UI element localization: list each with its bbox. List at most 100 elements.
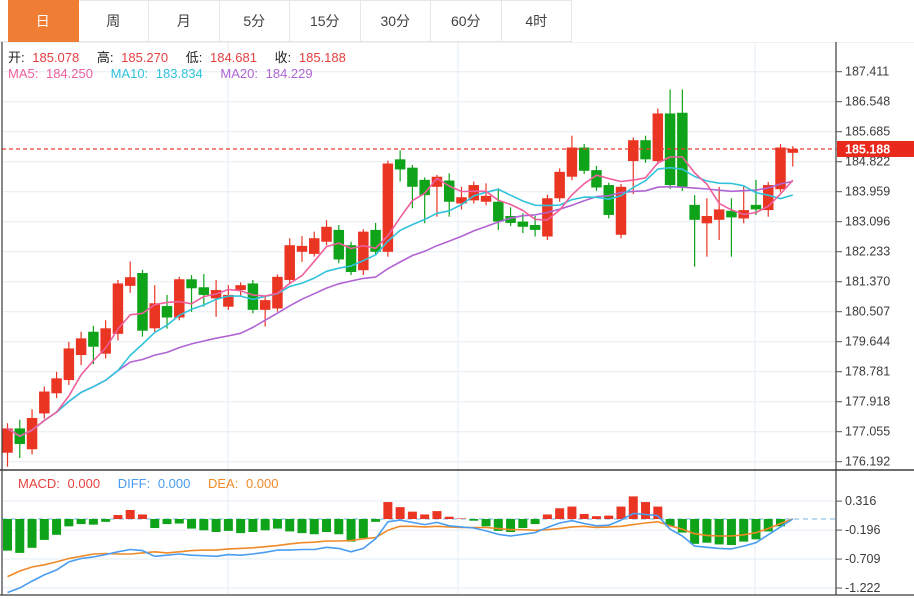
axis-tick-label: 185.685 bbox=[845, 125, 890, 139]
ma20-label: MA20: bbox=[220, 66, 258, 81]
candle-body bbox=[542, 198, 553, 237]
ma-legend-row: MA5: 184.250 MA10: 183.834 MA20: 184.229 bbox=[8, 66, 317, 81]
axis-tick-label: 177.918 bbox=[845, 395, 890, 409]
tab-timeframe-4[interactable]: 5分 bbox=[219, 0, 290, 42]
candle-body bbox=[407, 167, 418, 187]
macd-bar bbox=[260, 519, 270, 531]
candle-body bbox=[480, 195, 492, 202]
ma10-value: 183.834 bbox=[155, 66, 203, 81]
macd-bar bbox=[518, 519, 528, 529]
tab-timeframe-8[interactable]: 4时 bbox=[501, 0, 572, 42]
macd-bar bbox=[530, 519, 540, 525]
candle-body bbox=[235, 285, 246, 291]
candle-body bbox=[615, 186, 627, 235]
macd-bar bbox=[395, 507, 405, 519]
ma-lines-layer bbox=[7, 156, 794, 437]
candle-body bbox=[174, 279, 185, 318]
candle-body bbox=[284, 245, 295, 280]
macd-bar bbox=[481, 519, 491, 527]
macd-bar bbox=[579, 513, 589, 519]
tab-timeframe-2[interactable]: 周 bbox=[78, 0, 149, 42]
axis-tick-label: 183.959 bbox=[845, 185, 890, 199]
diff-line bbox=[7, 512, 794, 594]
macd-bar bbox=[223, 519, 233, 531]
ma5-label: MA5: bbox=[8, 66, 39, 81]
ma20-line bbox=[7, 180, 793, 437]
candle-body bbox=[186, 279, 197, 289]
macd-bar bbox=[456, 518, 466, 519]
macd-bar bbox=[641, 502, 651, 519]
macd-bar bbox=[726, 519, 736, 545]
candle-body bbox=[628, 140, 639, 162]
macd-bar bbox=[714, 519, 724, 545]
macd-bar bbox=[555, 508, 565, 519]
axis-tick-label: 179.644 bbox=[845, 335, 890, 349]
macd-bar bbox=[616, 506, 626, 519]
macd-bar bbox=[407, 511, 417, 519]
tabbar-left-pad bbox=[0, 0, 8, 42]
axis-tick-label: -0.196 bbox=[845, 523, 880, 537]
tab-timeframe-3[interactable]: 月 bbox=[149, 0, 220, 42]
candle-body bbox=[358, 231, 369, 271]
ma10-label: MA10: bbox=[110, 66, 149, 81]
candle-body bbox=[419, 179, 430, 196]
candle-body bbox=[39, 391, 50, 414]
candle-body bbox=[529, 225, 541, 230]
macd-bar bbox=[322, 519, 332, 532]
tab-timeframe-1[interactable]: 日 bbox=[8, 0, 79, 42]
candle-body bbox=[223, 294, 234, 307]
macd-bar bbox=[248, 519, 258, 532]
macd-bar bbox=[371, 519, 381, 522]
candle-body bbox=[640, 140, 651, 160]
candle-body bbox=[750, 204, 762, 210]
macd-bar bbox=[604, 515, 614, 519]
close-value: 185.188 bbox=[298, 50, 346, 65]
candle-body bbox=[75, 338, 87, 356]
axis-tick-label: 184.822 bbox=[845, 155, 890, 169]
tab-timeframe-6[interactable]: 30分 bbox=[360, 0, 431, 42]
macd-bar bbox=[52, 519, 62, 535]
macd-bar bbox=[76, 519, 86, 525]
candles-layer bbox=[2, 89, 799, 467]
tab-timeframe-5[interactable]: 15分 bbox=[290, 0, 361, 42]
candle-body bbox=[566, 147, 578, 177]
macd-bar bbox=[383, 502, 393, 519]
macd-bar bbox=[432, 511, 442, 519]
macd-bar bbox=[739, 519, 749, 542]
macd-bar bbox=[297, 519, 307, 534]
macd-bar bbox=[199, 519, 209, 531]
axis-tick-label: 180.507 bbox=[845, 305, 890, 319]
high-value: 185.270 bbox=[121, 50, 169, 65]
candle-body bbox=[333, 229, 345, 260]
candle-body bbox=[2, 428, 13, 453]
axis-tick-label: -1.222 bbox=[845, 581, 880, 595]
macd-bar bbox=[334, 519, 344, 535]
macd-bar bbox=[444, 516, 454, 519]
ma5-value: 184.250 bbox=[45, 66, 93, 81]
axis-tick-label: 176.192 bbox=[845, 455, 890, 469]
axis-tick-label: 187.411 bbox=[845, 65, 889, 79]
open-value: 185.078 bbox=[32, 50, 80, 65]
macd-bar bbox=[272, 519, 282, 529]
macd-bar bbox=[3, 519, 12, 551]
dea-line bbox=[7, 518, 794, 578]
candle-body bbox=[652, 113, 664, 162]
macd-bar bbox=[690, 519, 700, 544]
axis-tick-label: 181.370 bbox=[845, 275, 890, 289]
candle-body bbox=[677, 112, 688, 187]
macd-bar bbox=[113, 515, 123, 519]
price-axis-labels: 187.411 186.548 185.685 184.822 183.959 183.0… bbox=[836, 65, 890, 469]
candle-body bbox=[713, 209, 725, 220]
macd-bar bbox=[506, 519, 516, 532]
tab-timeframe-7[interactable]: 60分 bbox=[431, 0, 502, 42]
macd-bar bbox=[493, 519, 503, 531]
macd-bar bbox=[150, 519, 160, 529]
candle-body bbox=[431, 176, 443, 187]
candle-body bbox=[321, 226, 332, 242]
macd-bar bbox=[567, 506, 577, 519]
macd-bar bbox=[174, 519, 184, 524]
macd-bar bbox=[211, 519, 221, 532]
